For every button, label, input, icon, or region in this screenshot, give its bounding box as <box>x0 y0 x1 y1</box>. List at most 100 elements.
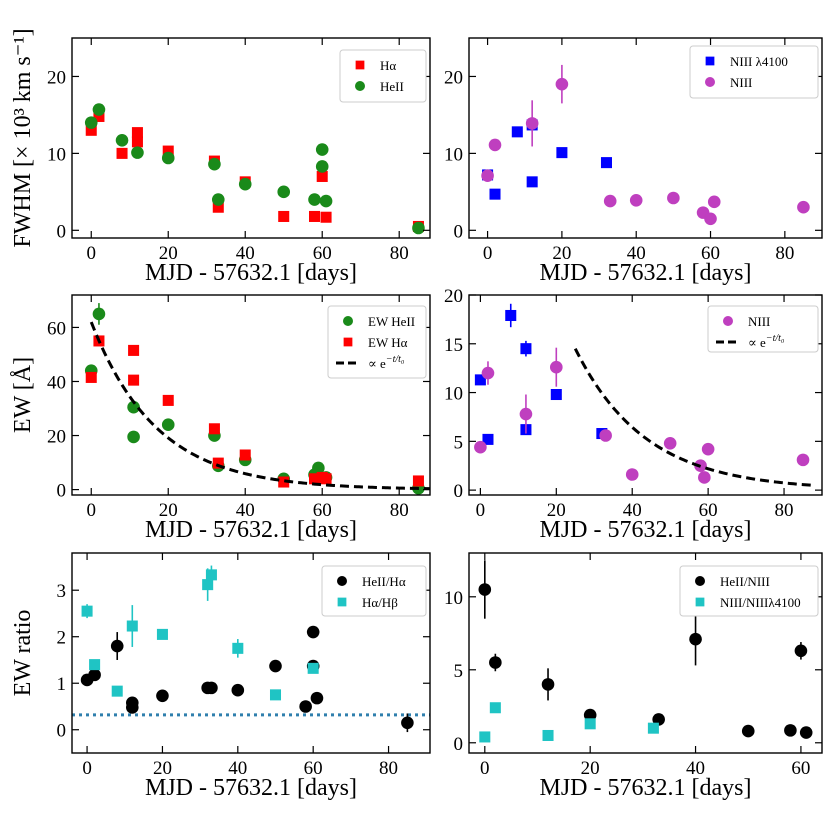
x-tick-label: 80 <box>775 500 794 521</box>
data-point <box>479 731 491 743</box>
data-point <box>208 423 220 435</box>
axes-frame <box>71 552 431 754</box>
data-point <box>309 473 321 485</box>
y-tick-label: 0 <box>57 481 67 502</box>
x-tick-label: 20 <box>159 500 178 521</box>
data-point <box>525 117 539 130</box>
x-tick-label: 20 <box>159 243 178 264</box>
data-point <box>784 724 797 737</box>
axes-frame <box>468 552 823 754</box>
data-point <box>519 407 533 421</box>
data-point <box>319 194 333 208</box>
x-tick-label: 40 <box>623 500 642 521</box>
legend: HeII/NIII NIII/NIIIλ4100 <box>679 565 819 617</box>
y-tick-label: 0 <box>454 481 464 502</box>
plot-area <box>478 560 813 743</box>
x-tick-label: 60 <box>701 243 720 264</box>
data-point <box>541 678 555 691</box>
data-point <box>111 685 123 697</box>
data-point <box>542 729 554 741</box>
data-point <box>520 343 532 355</box>
fit-curve <box>89 321 430 491</box>
plot-area <box>84 303 430 495</box>
data-point <box>84 116 98 129</box>
legend-box <box>321 565 427 617</box>
data-point <box>125 701 139 714</box>
data-point <box>629 194 643 207</box>
data-point <box>208 157 221 171</box>
data-point <box>584 718 596 730</box>
data-point <box>92 307 106 321</box>
data-point <box>312 461 325 475</box>
plot-area <box>84 103 425 235</box>
data-point <box>689 632 702 646</box>
legend-marker <box>337 576 347 586</box>
legend-marker <box>355 60 365 70</box>
legend-label: NIII <box>730 75 752 90</box>
y-axis-label: FWHM [× 10³ km s⁻¹] <box>10 28 36 247</box>
data-point <box>93 110 105 122</box>
legend-marker <box>723 316 733 326</box>
data-point <box>701 442 715 456</box>
x-tick-label: 0 <box>86 500 96 521</box>
data-point <box>478 583 492 596</box>
plot-area <box>481 64 810 226</box>
data-point <box>412 475 424 487</box>
y-tick-label: 40 <box>47 372 66 393</box>
x-tick-label: 80 <box>390 243 409 264</box>
x-tick-label: 0 <box>480 758 490 779</box>
data-point <box>550 360 563 374</box>
data-point <box>299 700 312 713</box>
y-tick-label: 0 <box>57 721 67 742</box>
data-point <box>85 124 97 136</box>
y-tick-label: 3 <box>57 581 67 602</box>
data-point <box>488 138 502 152</box>
x-tick-label: 60 <box>304 758 323 779</box>
data-point <box>116 147 128 159</box>
x-tick-label: 60 <box>791 758 810 779</box>
data-point <box>489 702 501 714</box>
data-point <box>704 212 717 226</box>
axes-frame <box>468 37 823 239</box>
x-tick-label: 60 <box>313 243 332 264</box>
x-tick-label: 80 <box>390 500 409 521</box>
legend-label: ∝ e−t/t₀ <box>748 333 785 350</box>
x-tick-label: 20 <box>153 758 172 779</box>
data-point <box>663 436 677 450</box>
axes-frame <box>71 37 431 239</box>
data-point <box>127 430 140 444</box>
data-point <box>89 659 101 671</box>
data-point <box>796 453 810 467</box>
data-point <box>110 639 124 653</box>
data-point <box>625 468 639 481</box>
data-point <box>667 191 680 205</box>
legend-label: HeII/NIII <box>720 574 770 589</box>
legend-label: Hα/Hβ <box>362 595 398 610</box>
legend-marker <box>705 77 715 87</box>
x-axis-label: MJD - 57632.1 [days] <box>540 260 752 286</box>
data-point <box>232 642 244 654</box>
x-tick-label: 40 <box>236 500 255 521</box>
legend-marker <box>343 316 353 326</box>
data-point <box>81 605 93 617</box>
x-tick-label: 0 <box>483 243 493 264</box>
data-point <box>474 374 486 386</box>
x-axis-label: MJD - 57632.1 [days] <box>145 517 357 543</box>
data-point <box>231 683 245 697</box>
x-axis-label: MJD - 57632.1 [days] <box>145 775 357 801</box>
data-point <box>127 400 140 414</box>
y-tick-label: 10 <box>47 144 66 165</box>
legend-label: EW HeII <box>368 314 415 329</box>
data-point <box>131 127 143 139</box>
data-point <box>474 440 487 454</box>
data-point <box>211 193 225 206</box>
data-point <box>698 471 711 484</box>
y-tick-label: 1 <box>57 674 67 695</box>
data-point <box>269 689 282 701</box>
data-point <box>156 628 168 640</box>
data-point <box>600 157 612 169</box>
data-point <box>482 433 494 445</box>
y-tick-label: 60 <box>47 318 66 339</box>
data-point <box>794 644 808 658</box>
